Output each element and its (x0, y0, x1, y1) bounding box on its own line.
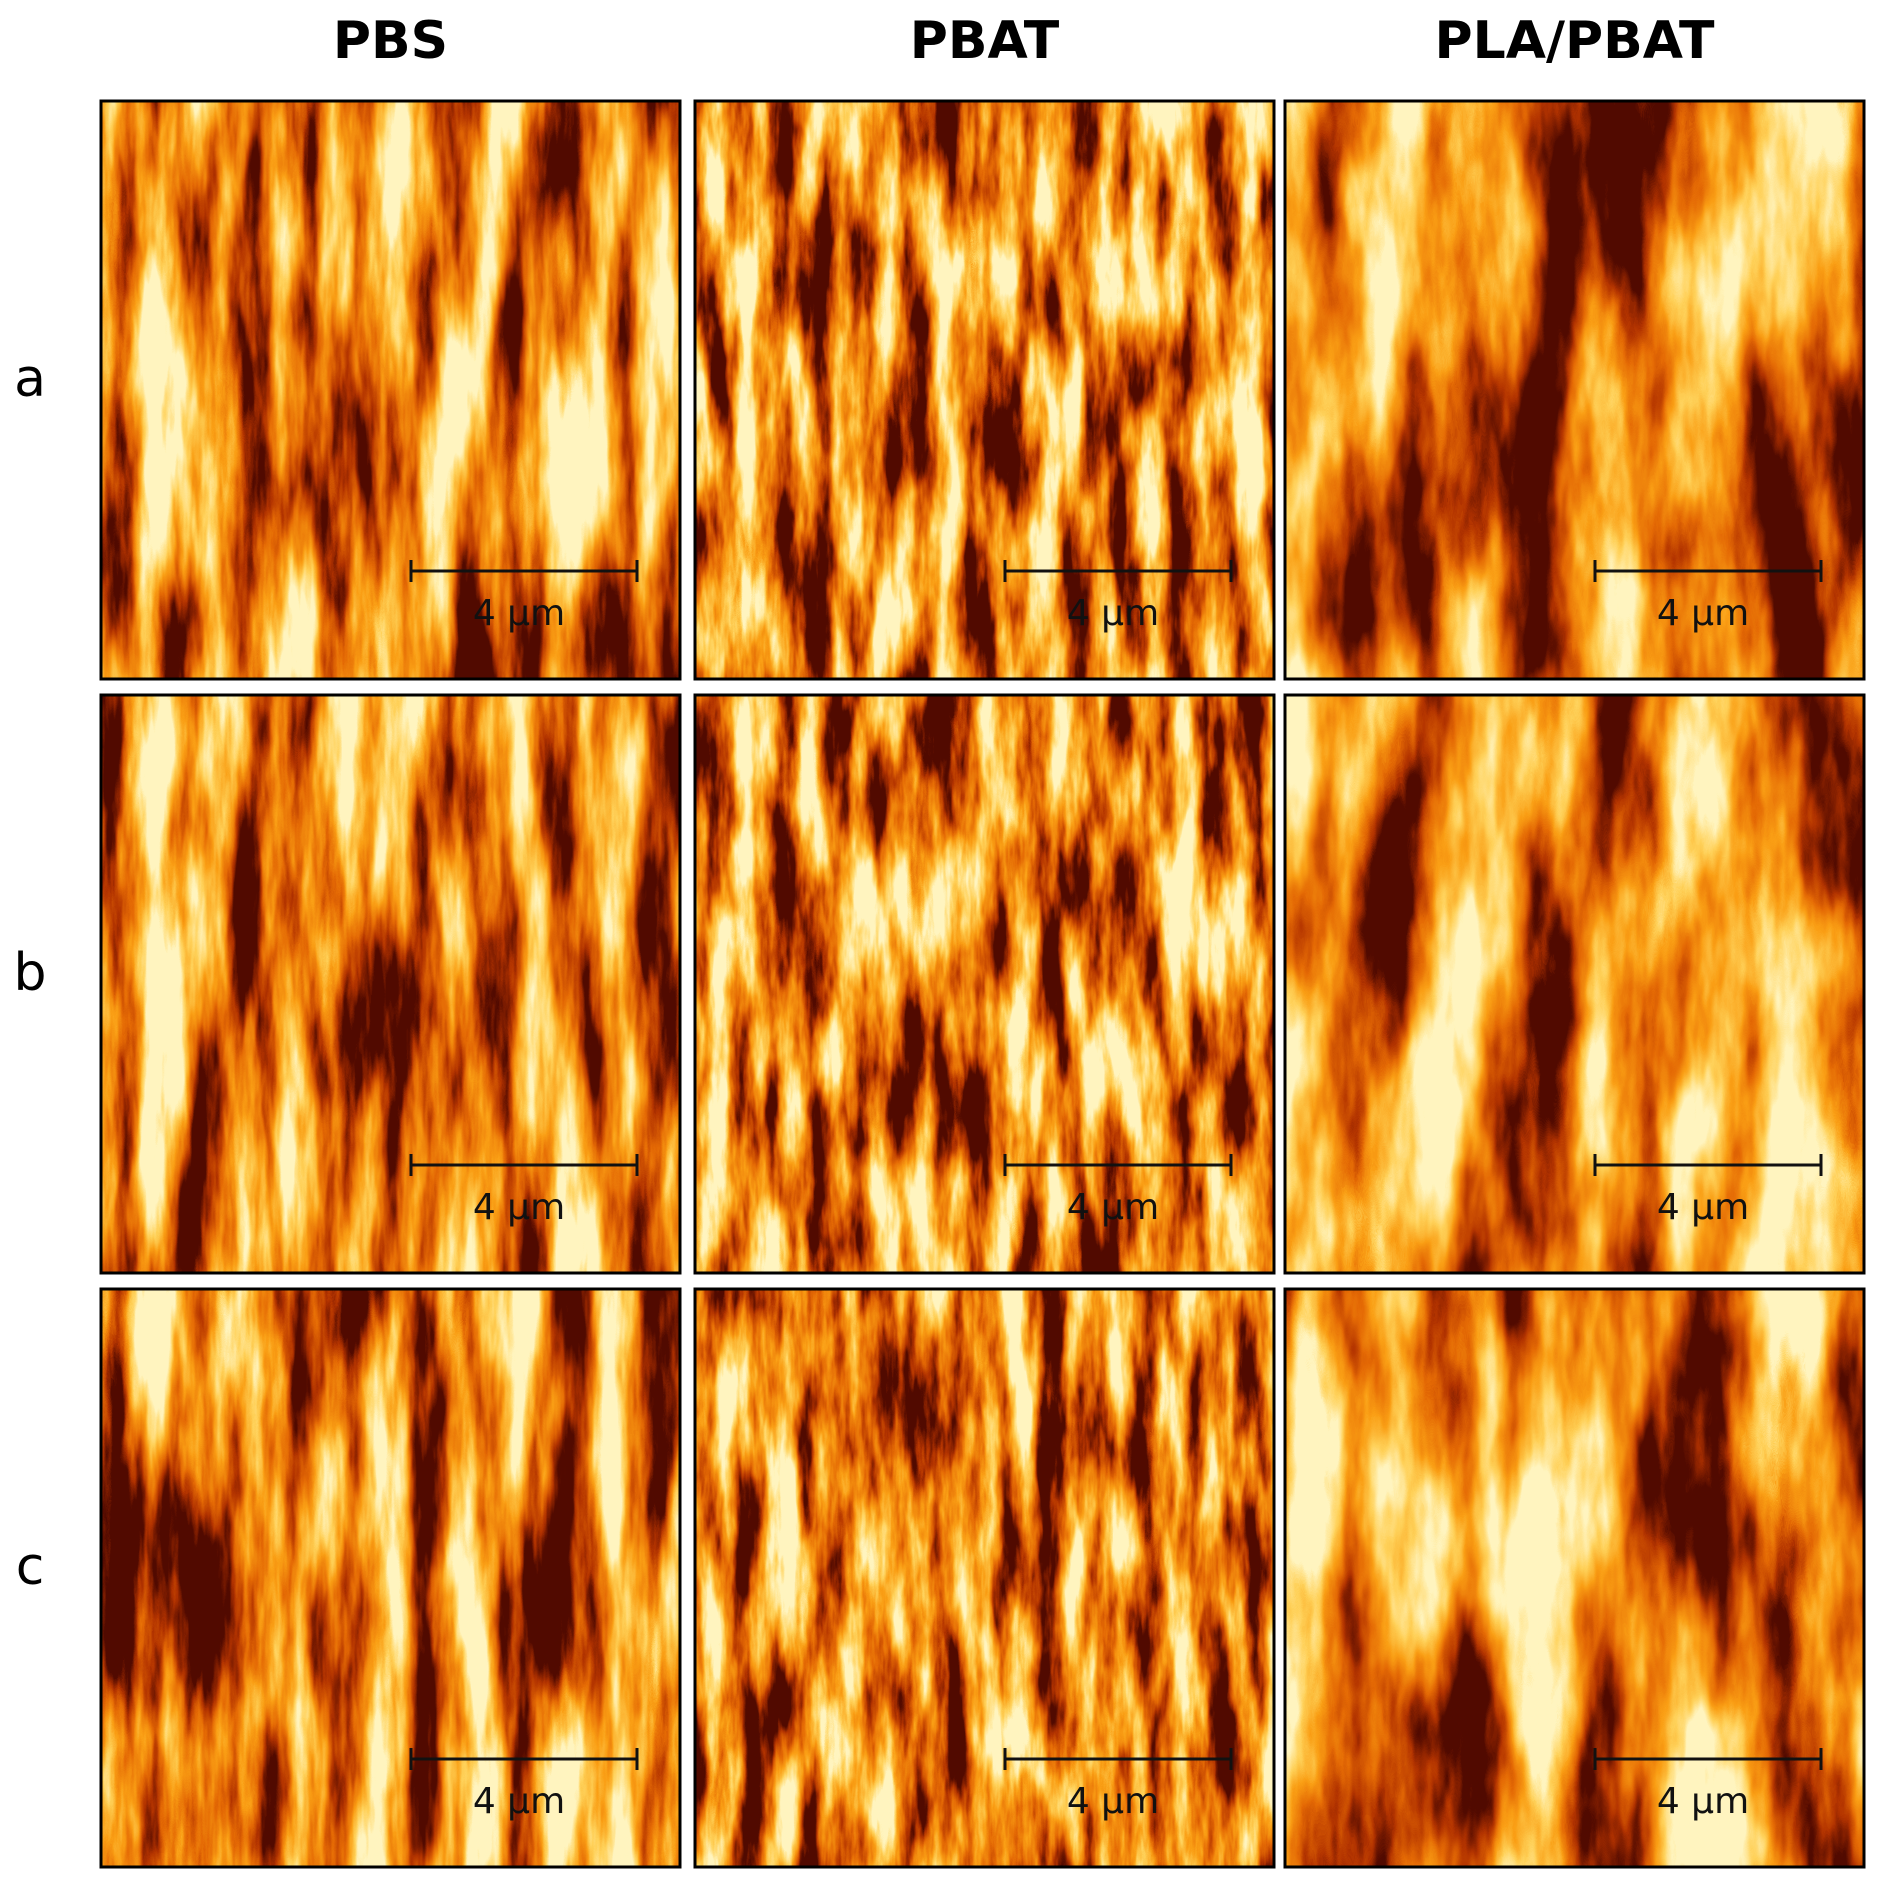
scale-bar-label: 4 µm (1657, 593, 1749, 634)
panel-border (693, 99, 1276, 681)
panel-border (1283, 1287, 1866, 1869)
panel-border (693, 693, 1276, 1275)
scale-bar-label: 4 µm (1657, 1781, 1749, 1822)
afm-image (695, 695, 1274, 1273)
afm-image (1285, 695, 1864, 1273)
panel-border (693, 1287, 1276, 1869)
column-title: PBS (333, 11, 448, 71)
panel-border (1283, 693, 1866, 1275)
afm-image (101, 101, 680, 679)
afm-image (695, 101, 1274, 679)
scale-bar-label: 4 µm (473, 1781, 565, 1822)
panel-border (99, 693, 682, 1275)
afm-image (695, 1289, 1274, 1867)
panel-border (1283, 99, 1866, 681)
scale-bar-label: 4 µm (1067, 1781, 1159, 1822)
afm-image (101, 1289, 680, 1867)
column-title: PLA/PBAT (1435, 11, 1715, 71)
column-title: PBAT (910, 11, 1060, 71)
row-label: a (14, 349, 46, 409)
scale-bar-label: 4 µm (1067, 593, 1159, 634)
afm-image (1285, 1289, 1864, 1867)
scale-bar-label: 4 µm (473, 593, 565, 634)
row-label: b (13, 943, 46, 1003)
row-label: c (16, 1537, 45, 1597)
panel-border (99, 1287, 682, 1869)
scale-bar-label: 4 µm (1657, 1187, 1749, 1228)
afm-image (101, 695, 680, 1273)
panel-border (99, 99, 682, 681)
scale-bar-label: 4 µm (1067, 1187, 1159, 1228)
afm-image (1285, 101, 1864, 679)
scale-bar-label: 4 µm (473, 1187, 565, 1228)
